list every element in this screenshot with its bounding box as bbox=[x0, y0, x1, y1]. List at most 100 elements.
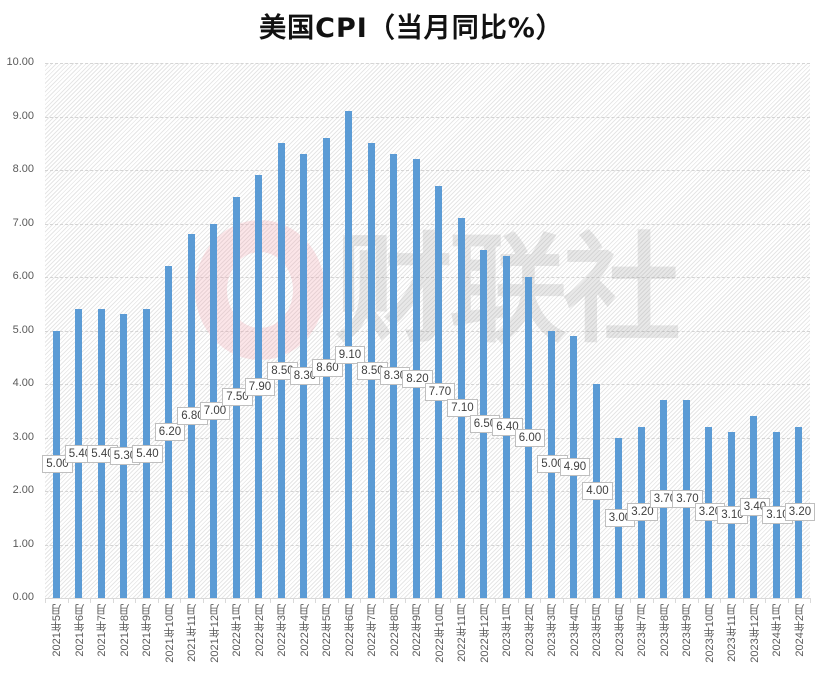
data-label: 5.40 bbox=[132, 444, 163, 463]
y-tick-label: 8.00 bbox=[12, 163, 34, 175]
x-tick-label: 2022年5月 bbox=[321, 604, 334, 657]
gridline bbox=[45, 491, 810, 492]
x-tick bbox=[810, 598, 811, 603]
x-tick bbox=[112, 598, 114, 603]
x-tick bbox=[472, 598, 474, 603]
x-tick-label: 2022年2月 bbox=[253, 604, 266, 657]
x-tick bbox=[787, 598, 789, 603]
y-tick-label: 7.00 bbox=[12, 216, 34, 229]
x-tick-label: 2023年4月 bbox=[568, 604, 581, 657]
x-tick bbox=[247, 598, 249, 603]
data-label: 6.00 bbox=[514, 428, 546, 447]
data-label: 7.10 bbox=[447, 399, 478, 418]
x-tick bbox=[720, 598, 721, 603]
x-tick bbox=[292, 598, 294, 603]
x-tick-label: 2022年3月 bbox=[276, 604, 289, 657]
x-tick bbox=[652, 598, 654, 603]
gridline bbox=[45, 170, 810, 171]
data-label: 7.70 bbox=[424, 383, 456, 402]
x-tick bbox=[315, 598, 316, 603]
y-tick-label: 0.00 bbox=[12, 591, 34, 603]
x-tick-label: 2021年12月 bbox=[208, 604, 221, 663]
x-tick bbox=[90, 598, 91, 603]
gridline bbox=[45, 63, 810, 64]
x-tick bbox=[202, 598, 204, 603]
x-tick bbox=[225, 598, 226, 603]
x-tick-label: 2023年10月 bbox=[703, 604, 716, 663]
x-tick-label: 2021年6月 bbox=[73, 604, 86, 657]
x-tick-label: 2022年1月 bbox=[231, 604, 244, 657]
x-tick bbox=[562, 598, 564, 603]
x-tick-label: 2022年4月 bbox=[298, 604, 311, 657]
x-tick-label: 2021年10月 bbox=[163, 604, 176, 663]
x-tick bbox=[540, 598, 541, 603]
data-label: 4.90 bbox=[559, 457, 591, 476]
x-tick bbox=[157, 598, 159, 603]
gridline bbox=[45, 437, 810, 439]
x-tick bbox=[427, 598, 429, 603]
x-tick-label: 2023年1月 bbox=[501, 604, 514, 657]
x-tick bbox=[135, 598, 136, 603]
x-tick-label: 2023年8月 bbox=[658, 604, 671, 657]
x-tick bbox=[450, 598, 451, 603]
x-tick bbox=[675, 598, 676, 603]
y-tick-label: 6.00 bbox=[12, 270, 34, 282]
x-tick bbox=[67, 598, 69, 603]
y-tick-label: 5.00 bbox=[12, 323, 34, 336]
x-tick bbox=[630, 598, 631, 603]
x-tick bbox=[697, 598, 699, 603]
x-tick-label: 2021年5月 bbox=[51, 604, 64, 657]
x-tick bbox=[742, 598, 744, 603]
y-tick-label: 2.00 bbox=[12, 484, 34, 496]
y-tick-label: 9.00 bbox=[12, 109, 34, 122]
x-tick-label: 2021年11月 bbox=[186, 604, 199, 662]
chart-title: 美国CPI（当月同比%） bbox=[259, 13, 564, 44]
x-tick-label: 2022年8月 bbox=[388, 604, 401, 657]
x-tick-label: 2022年10月 bbox=[433, 604, 446, 663]
x-tick-label: 2023年2月 bbox=[523, 604, 536, 657]
y-tick-label: 3.00 bbox=[12, 430, 34, 443]
x-tick bbox=[765, 598, 766, 603]
y-tick-label: 1.00 bbox=[12, 537, 34, 550]
x-tick-label: 2022年7月 bbox=[366, 604, 379, 657]
x-tick bbox=[270, 598, 271, 603]
gridline bbox=[45, 116, 810, 118]
data-label: 6.40 bbox=[492, 417, 523, 436]
x-tick bbox=[337, 598, 339, 603]
data-label: 3.20 bbox=[627, 503, 658, 522]
x-tick-label: 2023年7月 bbox=[636, 604, 649, 657]
y-tick-label: 10.00 bbox=[6, 56, 34, 68]
x-tick-label: 2021年8月 bbox=[118, 604, 131, 657]
x-tick-label: 2021年9月 bbox=[141, 604, 154, 657]
gridline bbox=[45, 544, 810, 546]
x-tick-label: 2023年12月 bbox=[748, 604, 761, 663]
x-tick bbox=[360, 598, 361, 603]
gridline bbox=[45, 277, 810, 278]
x-tick-label: 2023年3月 bbox=[546, 604, 559, 657]
x-tick-label: 2022年9月 bbox=[411, 604, 424, 657]
data-label: 6.20 bbox=[154, 423, 186, 442]
data-label: 3.20 bbox=[784, 503, 816, 522]
x-tick-label: 2022年12月 bbox=[478, 604, 491, 663]
x-tick-label: 2024年2月 bbox=[793, 604, 806, 657]
data-label: 9.10 bbox=[334, 345, 366, 364]
data-label: 7.90 bbox=[244, 377, 276, 396]
x-tick-label: 2024年1月 bbox=[771, 604, 784, 657]
gridline bbox=[45, 330, 810, 332]
x-tick-label: 2022年6月 bbox=[343, 604, 356, 657]
x-tick bbox=[517, 598, 519, 603]
x-tick bbox=[607, 598, 609, 603]
x-tick-label: 2023年6月 bbox=[613, 604, 626, 657]
x-tick-label: 2023年5月 bbox=[591, 604, 604, 657]
y-tick-label: 4.00 bbox=[12, 377, 34, 389]
x-tick bbox=[180, 598, 181, 603]
x-tick bbox=[495, 598, 496, 603]
x-tick bbox=[45, 598, 46, 603]
x-tick-label: 2023年11月 bbox=[726, 604, 739, 662]
x-tick bbox=[382, 598, 384, 603]
x-tick bbox=[405, 598, 406, 603]
x-tick bbox=[585, 598, 586, 603]
x-tick-label: 2022年11月 bbox=[456, 604, 469, 662]
gridline bbox=[45, 223, 810, 225]
x-tick-label: 2023年9月 bbox=[681, 604, 694, 657]
